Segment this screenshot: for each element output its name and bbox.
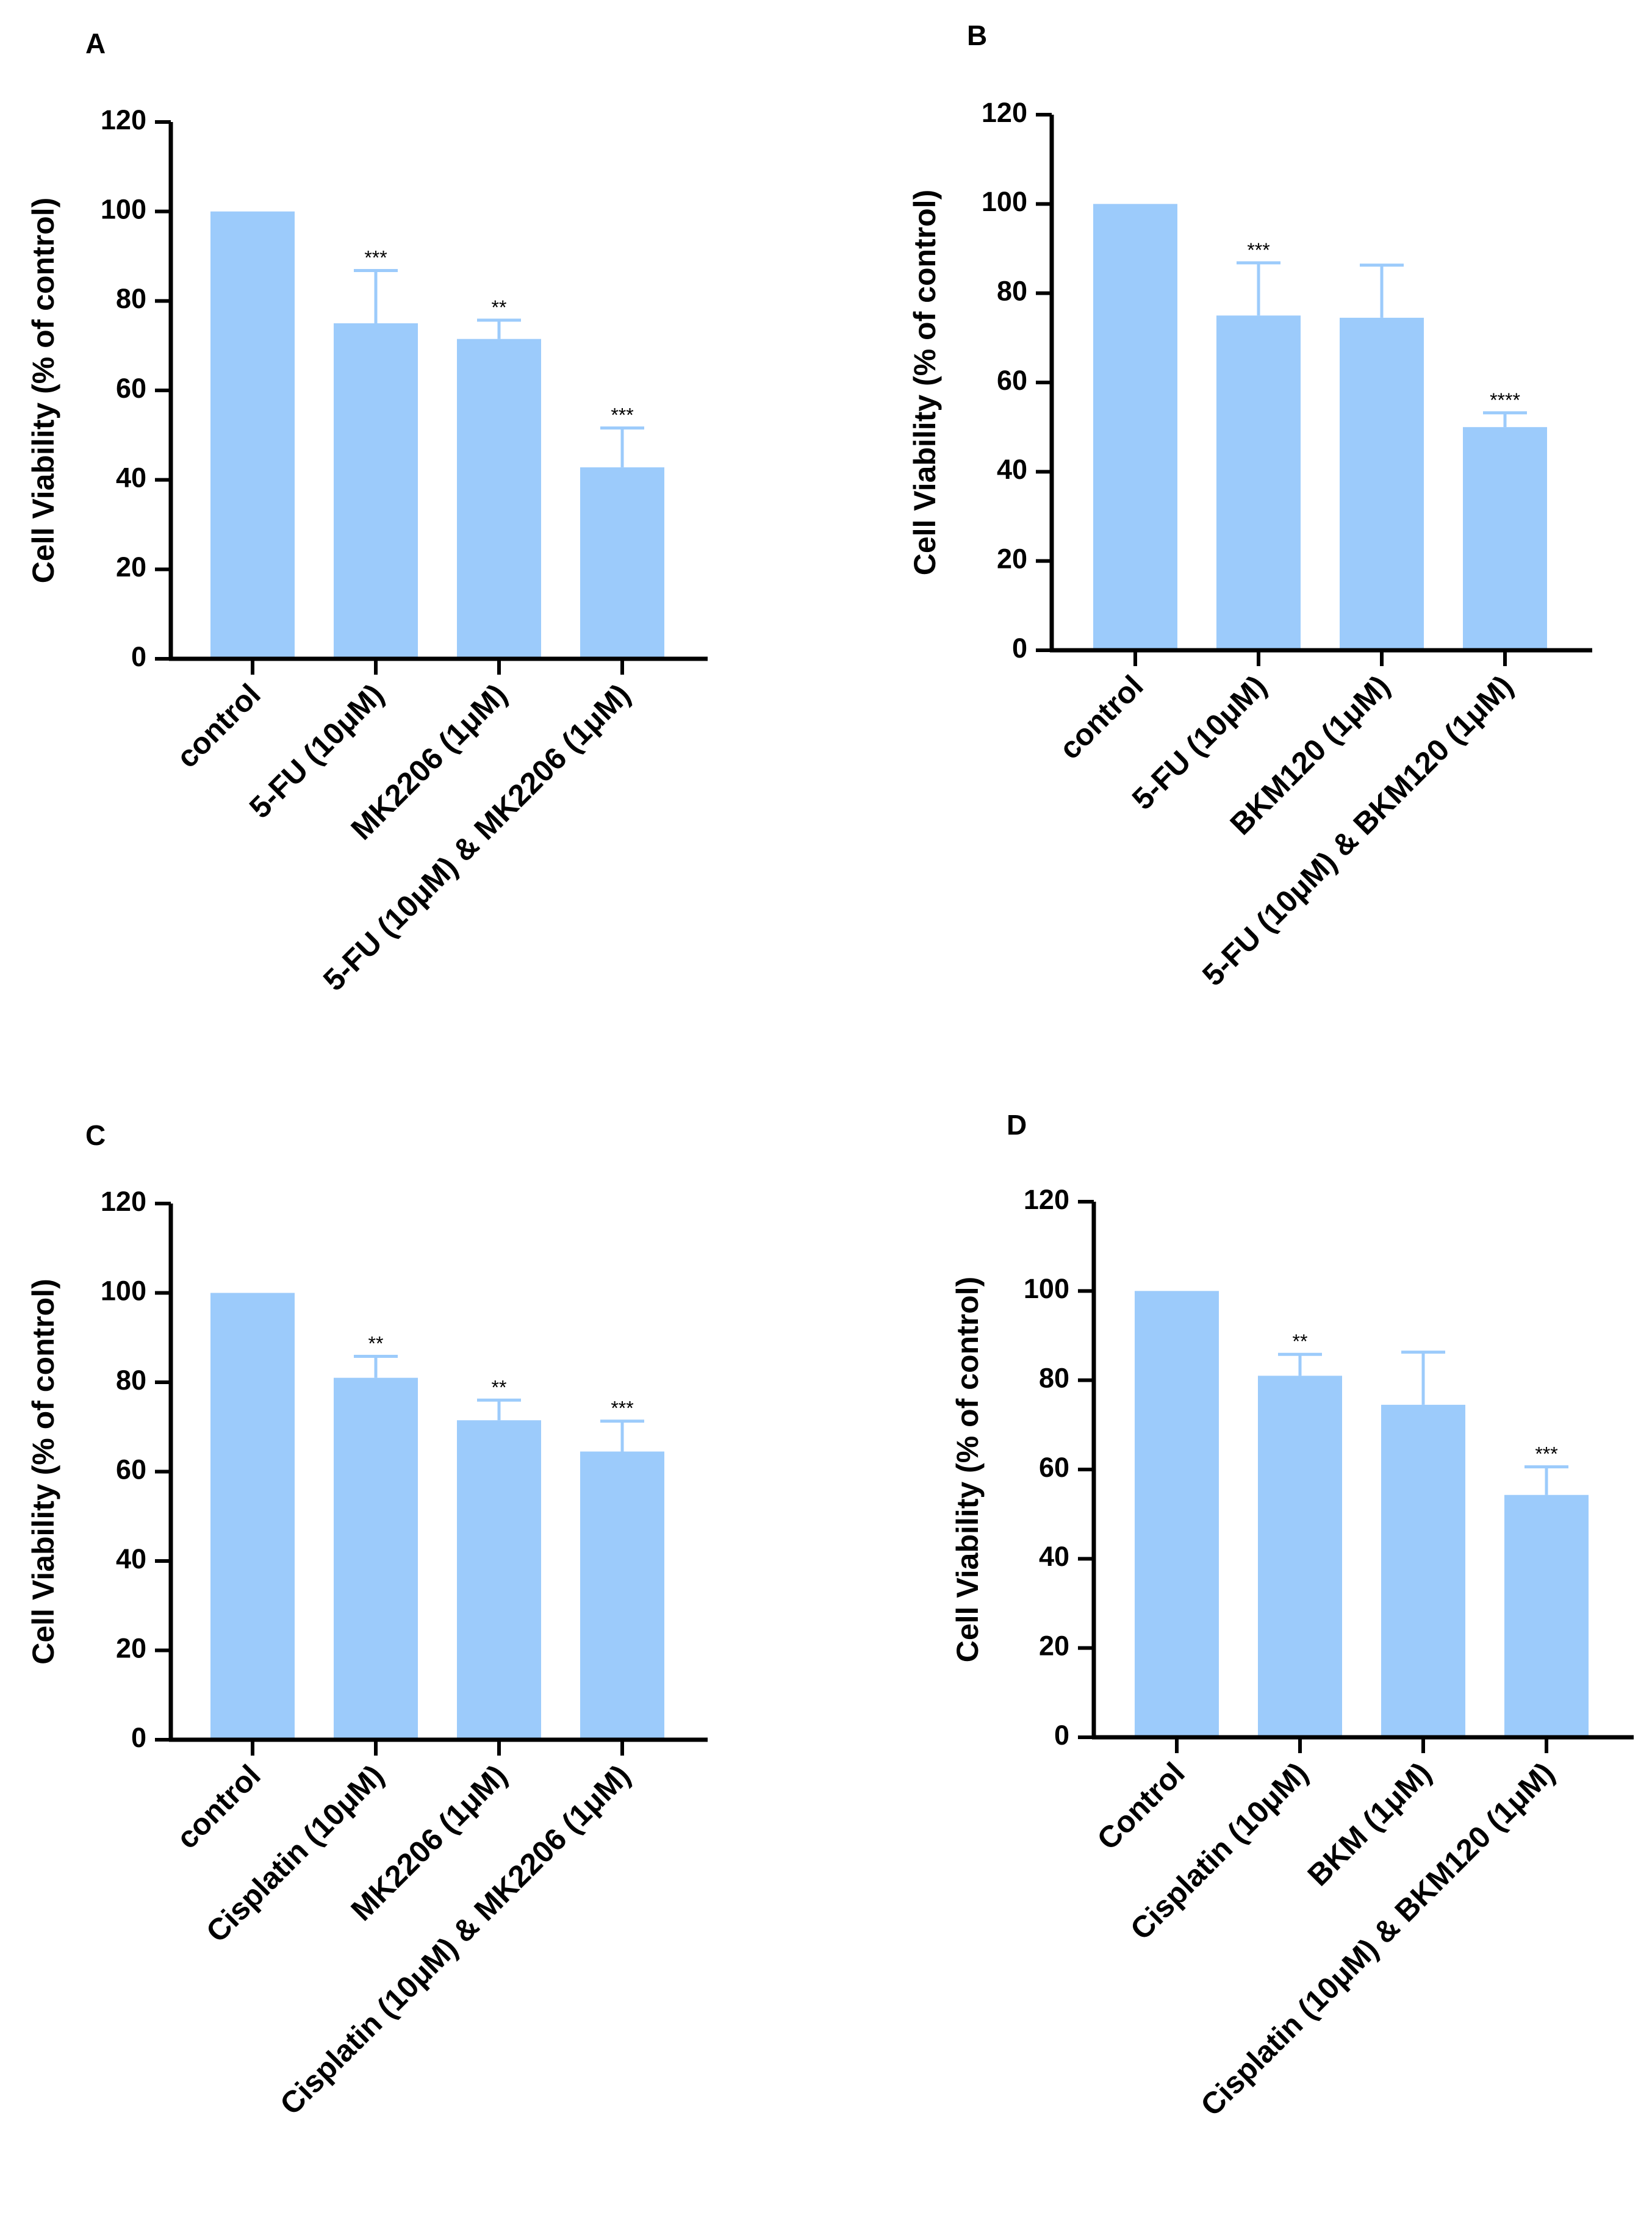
- panel-letter: C: [85, 1119, 106, 1151]
- x-tick-label: control: [170, 1758, 267, 1855]
- significance-label: ***: [611, 404, 633, 426]
- y-tick-label: 120: [101, 104, 146, 135]
- y-tick-label: 20: [997, 544, 1027, 575]
- significance-label: ***: [1535, 1443, 1557, 1465]
- y-tick-label: 100: [101, 194, 146, 225]
- y-tick-label: 100: [982, 186, 1027, 217]
- bar: [1463, 427, 1547, 650]
- panel-c: C*******020406080100120controlCisplatin …: [26, 1119, 708, 2122]
- y-axis-label: Cell Viability (% of control): [950, 1277, 985, 1662]
- y-tick-label: 120: [1024, 1184, 1069, 1215]
- bar: [1093, 204, 1177, 650]
- y-tick-label: 20: [116, 551, 146, 583]
- significance-label: **: [1293, 1330, 1308, 1352]
- y-tick-label: 100: [1024, 1273, 1069, 1304]
- y-tick-label: 60: [116, 1454, 146, 1485]
- y-tick-label: 40: [997, 454, 1027, 485]
- y-axis-label: Cell Viability (% of control): [908, 190, 942, 575]
- significance-label: ***: [364, 246, 387, 268]
- y-tick-label: 100: [101, 1275, 146, 1306]
- y-tick-label: 80: [1039, 1363, 1069, 1394]
- y-tick-label: 60: [1039, 1452, 1069, 1483]
- bar: [1340, 317, 1424, 650]
- bar: [334, 323, 418, 659]
- y-tick-label: 120: [101, 1186, 146, 1217]
- y-axis-label: Cell Viability (% of control): [26, 1279, 60, 1664]
- panel-letter: A: [85, 27, 106, 59]
- y-tick-label: 120: [982, 97, 1027, 128]
- panel-letter: D: [1007, 1109, 1027, 1141]
- bar: [334, 1377, 418, 1740]
- bar: [210, 211, 295, 659]
- bar: [1258, 1376, 1342, 1737]
- panel-letter: B: [967, 20, 987, 51]
- y-tick-label: 20: [116, 1632, 146, 1663]
- x-tick-label: Control: [1091, 1756, 1191, 1856]
- bar: [580, 467, 664, 659]
- x-tick-label: control: [170, 677, 267, 774]
- y-tick-label: 60: [116, 373, 146, 404]
- bar: [1135, 1291, 1219, 1737]
- bar: [580, 1451, 664, 1740]
- significance-label: ***: [1247, 239, 1270, 261]
- significance-label: **: [368, 1333, 384, 1355]
- y-tick-label: 0: [131, 1722, 146, 1753]
- x-tick-label: BKM (1μM): [1301, 1756, 1438, 1892]
- y-tick-label: 40: [116, 1543, 146, 1574]
- bar: [1216, 315, 1301, 650]
- bar: [457, 1420, 541, 1740]
- bar: [210, 1293, 295, 1740]
- y-tick-label: 0: [131, 641, 146, 672]
- y-tick-label: 20: [1039, 1631, 1069, 1662]
- significance-label: **: [492, 296, 507, 318]
- y-tick-label: 0: [1012, 633, 1027, 664]
- y-tick-label: 80: [116, 283, 146, 314]
- y-tick-label: 40: [116, 462, 146, 493]
- significance-label: **: [492, 1376, 507, 1398]
- y-tick-label: 80: [997, 276, 1027, 307]
- y-tick-label: 60: [997, 365, 1027, 396]
- bar: [1504, 1495, 1589, 1737]
- y-tick-label: 40: [1039, 1541, 1069, 1572]
- bar: [457, 339, 541, 659]
- x-tick-label: control: [1052, 669, 1149, 766]
- significance-label: ***: [611, 1398, 633, 1419]
- y-tick-label: 80: [116, 1365, 146, 1396]
- significance-label: ****: [1490, 389, 1520, 411]
- y-axis-label: Cell Viability (% of control): [26, 198, 60, 583]
- y-tick-label: 0: [1054, 1720, 1069, 1751]
- bar: [1381, 1404, 1465, 1737]
